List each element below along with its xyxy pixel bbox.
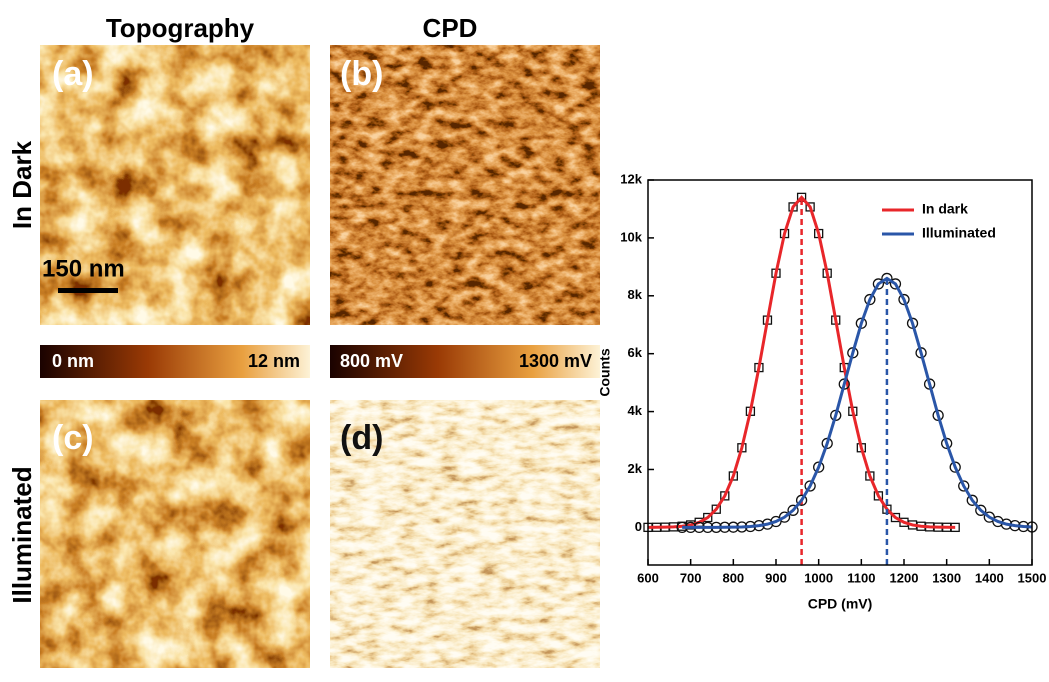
y-tick-label: 10k <box>620 229 642 244</box>
y-tick-label: 0 <box>635 519 642 534</box>
legend-label: In dark <box>922 201 968 217</box>
y-axis-label: Counts <box>597 348 613 396</box>
colorbar-label: 800 mV <box>340 351 403 371</box>
y-tick-label: 6k <box>628 345 643 360</box>
data-point <box>795 494 808 506</box>
column-title: Topography <box>106 13 255 43</box>
column-title: CPD <box>423 13 478 43</box>
data-point <box>703 512 713 523</box>
data-point <box>873 491 884 501</box>
panel-label: (d) <box>340 419 383 457</box>
data-point <box>958 480 970 492</box>
colorbar <box>330 345 600 378</box>
x-tick-label: 600 <box>637 570 659 585</box>
row-label: In Dark <box>7 140 37 229</box>
panel-label: (b) <box>340 55 383 93</box>
x-tick-label: 1500 <box>1018 570 1047 585</box>
panel-label: (c) <box>52 419 94 457</box>
data-point <box>949 461 961 473</box>
cpd-illuminated-image <box>330 400 600 668</box>
cpd-dark-image <box>330 45 600 325</box>
colorbar-label: 0 nm <box>52 351 94 371</box>
x-tick-label: 1400 <box>975 570 1004 585</box>
data-point <box>778 511 791 523</box>
row-label: Illuminated <box>7 466 37 603</box>
scale-bar <box>58 288 118 293</box>
data-point <box>889 278 902 290</box>
x-tick-label: 700 <box>680 570 702 585</box>
data-point <box>898 293 910 306</box>
data-point <box>864 293 876 306</box>
x-tick-label: 900 <box>765 570 787 585</box>
x-tick-label: 1300 <box>932 570 961 585</box>
x-tick-label: 1200 <box>890 570 919 585</box>
colorbar-label: 1300 mV <box>519 351 592 371</box>
plot-frame <box>647 179 1033 566</box>
scale-bar-label: 150 nm <box>42 255 125 282</box>
data-point <box>720 491 730 501</box>
y-tick-label: 8k <box>628 287 643 302</box>
data-point <box>711 504 721 514</box>
colorbar-label: 12 nm <box>248 351 300 371</box>
data-point <box>813 461 825 473</box>
legend-label: Illuminated <box>922 225 996 241</box>
y-tick-label: 12k <box>620 171 642 186</box>
x-tick-label: 1000 <box>804 570 833 585</box>
data-point <box>890 512 901 523</box>
colorbar <box>40 345 310 378</box>
y-tick-label: 4k <box>628 403 643 418</box>
data-point <box>787 504 799 516</box>
chart: 600 700 800 900 1000 1100 1200 1300 1400 1500 0 2k 4… <box>597 171 1047 611</box>
topography-dark-image <box>40 45 310 325</box>
x-tick-label: 800 <box>722 570 744 585</box>
data-point <box>872 278 885 290</box>
data-point <box>966 494 978 506</box>
x-axis-label: CPD (mV) <box>808 596 873 612</box>
y-tick-label: 2k <box>628 461 643 476</box>
fit-line <box>682 276 1033 529</box>
data-point <box>975 504 987 516</box>
data-point <box>804 480 816 492</box>
topography-illuminated-image <box>40 400 310 668</box>
panel-label: (a) <box>52 55 94 93</box>
x-tick-label: 1100 <box>847 570 875 585</box>
